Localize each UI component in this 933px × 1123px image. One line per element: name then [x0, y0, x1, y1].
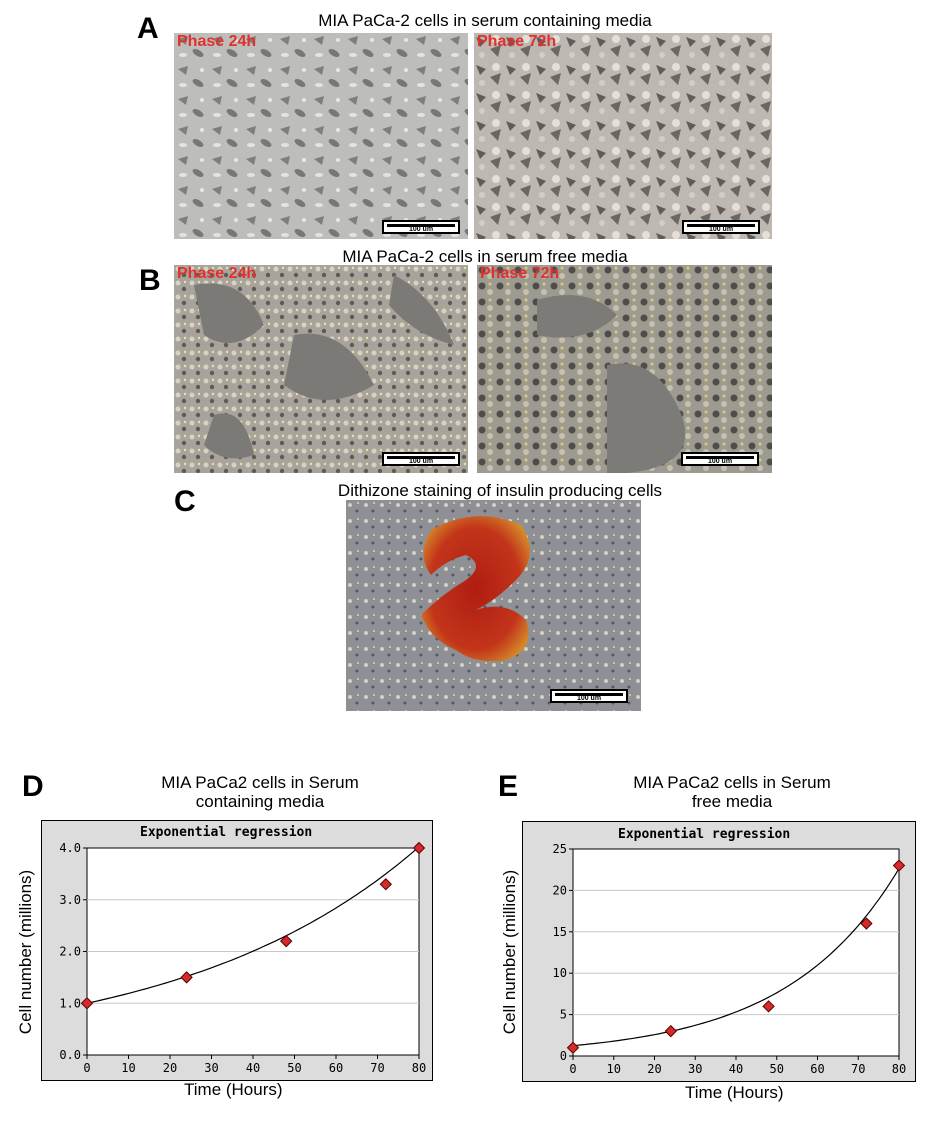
chart-e-title-line2: free media: [691, 792, 773, 811]
chart-e-data-point: [892, 859, 906, 872]
panel-letter-e: E: [498, 770, 519, 803]
micrograph-a-72h: Phase 72h 100 um: [474, 33, 772, 239]
panel-letter-d: D: [22, 770, 44, 803]
scale-bar: 100 um: [550, 689, 628, 703]
chart-d-ytick-label: 2.0: [59, 945, 81, 959]
chart-e-title-line1: MIA PaCa2 cells in Serum: [633, 773, 831, 792]
phase-label: Phase 72h: [480, 265, 560, 282]
chart-e-xtick-label: 20: [647, 1062, 661, 1076]
chart-d-ytick-label: 3.0: [59, 893, 81, 907]
chart-e-xtick-label: 70: [851, 1062, 865, 1076]
micrograph-texture: [346, 500, 641, 711]
chart-e-regression-label: Exponential regression: [618, 827, 791, 842]
scale-bar-line: [555, 693, 623, 696]
chart-d-data-point: [379, 878, 393, 891]
scale-bar-line: [687, 224, 755, 227]
scale-bar-line: [387, 224, 455, 227]
scale-bar-label: 100 um: [707, 458, 733, 465]
phase-label: Phase 72h: [477, 33, 557, 50]
scale-bar: 100 um: [681, 452, 759, 466]
micrograph-c-dithizone: 100 um: [346, 500, 641, 711]
chart-d-title-line1: MIA PaCa2 cells in Serum: [161, 773, 359, 792]
chart-e-plot-area: [572, 848, 900, 1057]
scale-bar-label: 100 um: [408, 226, 434, 233]
chart-e-data-point: [664, 1024, 678, 1038]
micrograph-a-24h: Phase 24h 100 um: [174, 33, 468, 239]
scale-bar-line: [387, 456, 455, 459]
chart-e-xtick-label: 0: [569, 1062, 576, 1076]
chart-d-regression-curve: [86, 846, 420, 1004]
scale-bar-label: 100 um: [708, 226, 734, 233]
chart-d-xtick-label: 80: [412, 1061, 426, 1075]
chart-d-xtick-label: 0: [83, 1061, 90, 1075]
chart-e-ylabel: Cell number (millions): [500, 869, 519, 1035]
chart-e-ytick-label: 10: [553, 966, 567, 980]
chart-d-ytick-label: 1.0: [59, 996, 81, 1010]
chart-e-ytick-label: 20: [553, 883, 567, 897]
chart-e-xtick-label: 10: [607, 1062, 621, 1076]
scale-bar: 100 um: [682, 220, 760, 234]
micrograph-b-72h: Phase 72h 100 um: [477, 265, 772, 473]
chart-d-xtick-label: 30: [204, 1061, 218, 1075]
chart-e-ytick-label: 15: [553, 925, 567, 939]
chart-e-ytick-label: 0: [560, 1049, 567, 1063]
chart-d-ytick-label: 0.0: [59, 1048, 81, 1062]
chart-d-xtick-label: 40: [246, 1061, 260, 1075]
chart-e-ytick-label: 25: [553, 842, 567, 856]
chart-d-xtick-label: 70: [370, 1061, 384, 1075]
chart-d-data-point: [279, 934, 293, 948]
panel-letter-a: A: [137, 12, 159, 45]
chart-d-data-point: [80, 997, 94, 1010]
chart-e-title: MIA PaCa2 cells in Serum free media: [552, 773, 912, 811]
chart-d-data-point: [412, 841, 426, 855]
chart-d-xtick-label: 10: [121, 1061, 135, 1075]
panel-letter-c: C: [174, 485, 196, 518]
chart-d-title-line2: containing media: [195, 792, 325, 811]
panel-a-caption: MIA PaCa-2 cells in serum containing med…: [318, 11, 652, 30]
micrograph-b-24h: Phase 24h 100 um: [174, 265, 468, 473]
chart-d-xtick-label: 60: [329, 1061, 343, 1075]
chart-e-regression-curve: [572, 868, 900, 1047]
panel-c-caption: Dithizone staining of insulin producing …: [337, 481, 663, 500]
chart-e-data-point: [860, 917, 873, 930]
phase-label: Phase 24h: [177, 265, 257, 282]
micrograph-texture: [474, 33, 772, 239]
chart-d-xtick-label: 50: [287, 1061, 301, 1075]
chart-d-xlabel: Time (Hours): [184, 1080, 283, 1099]
chart-e-xlabel: Time (Hours): [685, 1083, 784, 1102]
chart-e-xtick-label: 80: [892, 1062, 906, 1076]
chart-e-xtick-label: 30: [688, 1062, 702, 1076]
phase-label: Phase 24h: [177, 33, 257, 50]
micrograph-texture: [174, 33, 468, 239]
micrograph-texture: [174, 265, 468, 473]
scale-bar: 100 um: [382, 452, 460, 466]
scale-bar-line: [686, 456, 754, 459]
chart-e-ytick-label: 5: [560, 1008, 567, 1022]
chart-e-data-point: [566, 1041, 580, 1054]
chart-d-data-point: [180, 971, 193, 984]
chart-d-ytick-label: 4.0: [59, 841, 81, 855]
chart-e-xtick-label: 60: [810, 1062, 824, 1076]
scale-bar-label: 100 um: [408, 458, 434, 465]
chart-d-xtick-label: 20: [163, 1061, 177, 1075]
chart-d-regression-label: Exponential regression: [140, 825, 313, 840]
micrograph-texture: [477, 265, 772, 473]
chart-e-xtick-label: 40: [729, 1062, 743, 1076]
panel-b-caption: MIA PaCa-2 cells in serum free media: [342, 247, 628, 266]
chart-e-data-point: [762, 1000, 775, 1013]
panel-letter-b: B: [139, 264, 161, 297]
scale-bar-label: 100 um: [576, 695, 602, 702]
scale-bar: 100 um: [382, 220, 460, 234]
chart-d-title: MIA PaCa2 cells in Serum containing medi…: [80, 773, 440, 811]
chart-e-xtick-label: 50: [770, 1062, 784, 1076]
